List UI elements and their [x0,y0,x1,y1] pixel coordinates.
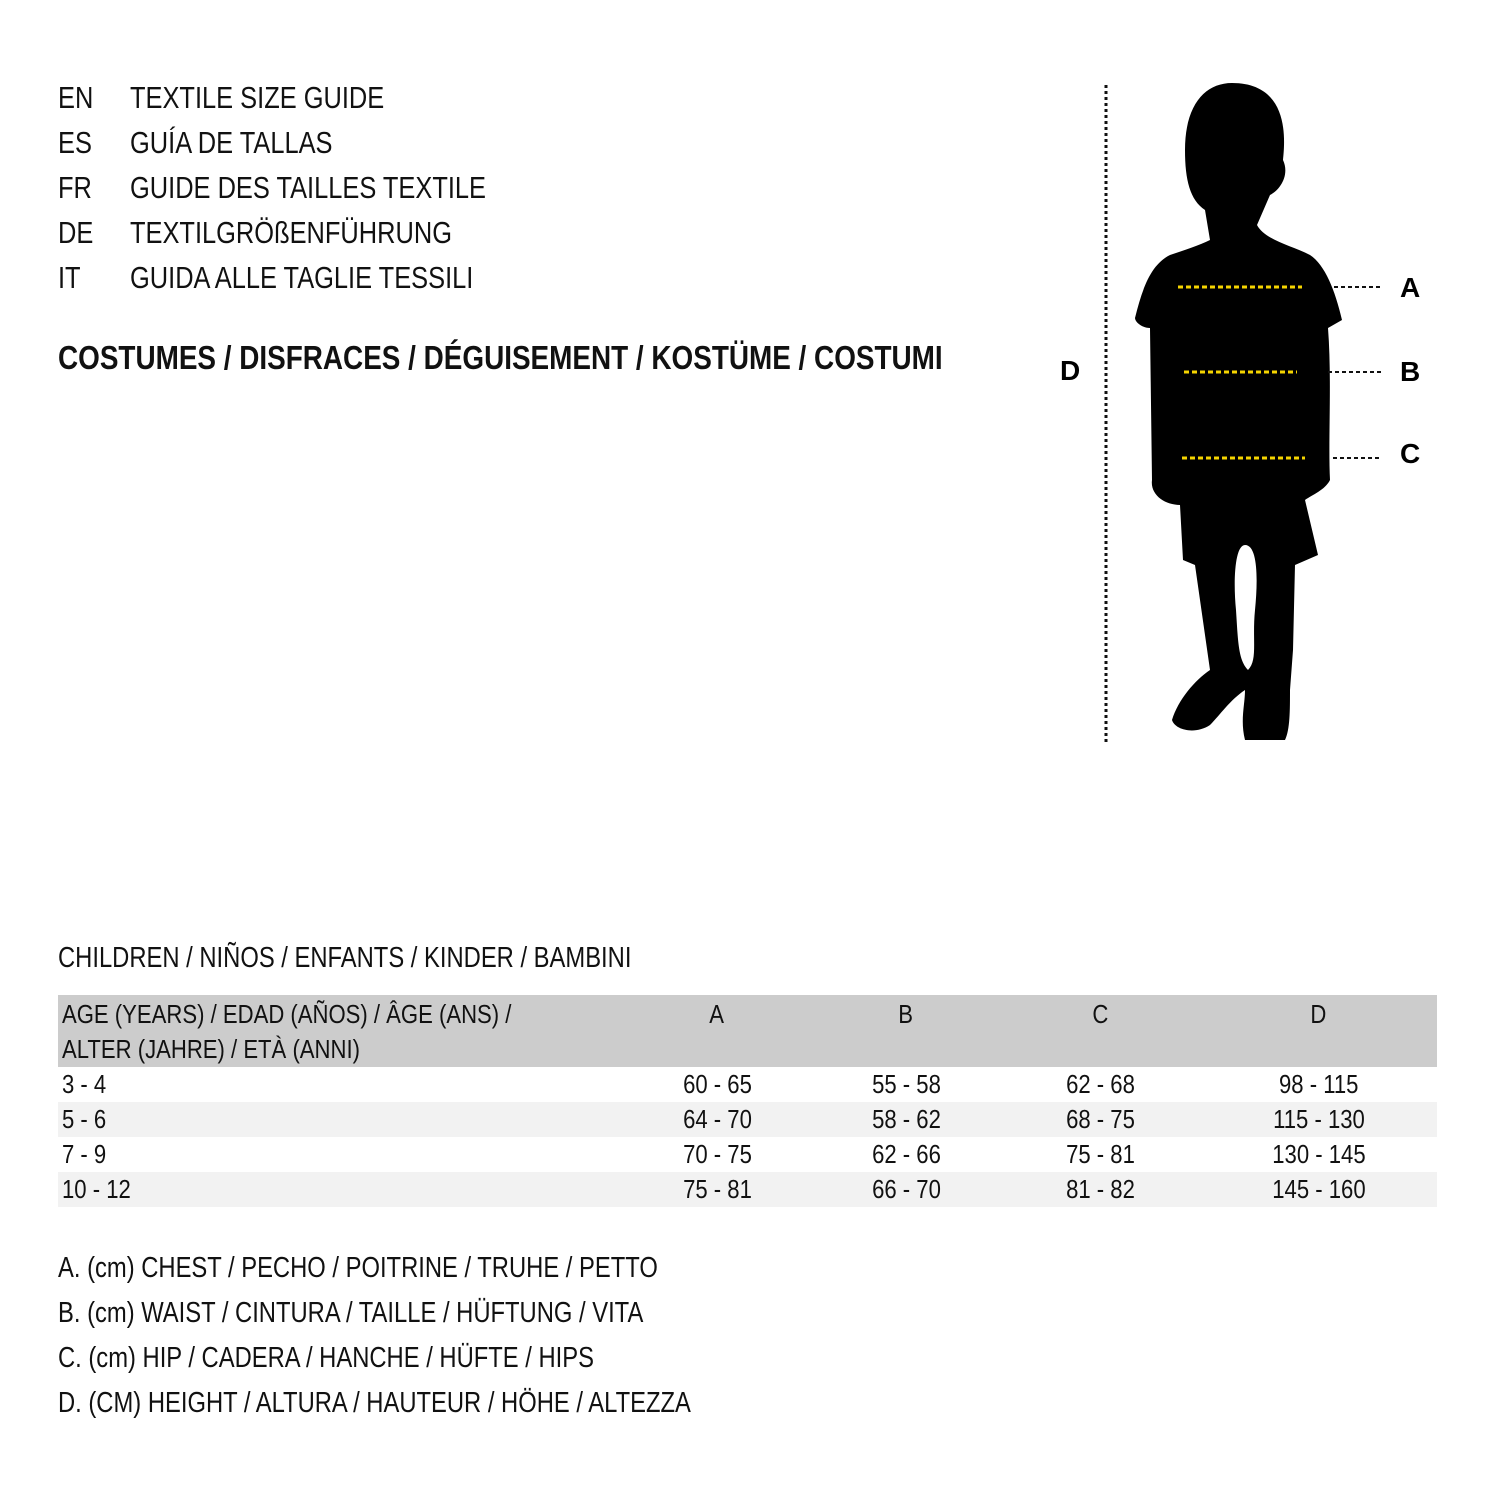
cell-age: 5 - 6 [62,1104,107,1134]
cell-d: 115 - 130 [1272,1104,1365,1134]
cell-b: 62 - 66 [871,1139,941,1169]
header-d: D [1200,995,1437,1067]
language-code: DE [58,215,94,250]
language-code: EN [58,80,94,115]
header-c: C [1000,995,1200,1067]
cell-a: 70 - 75 [682,1139,752,1169]
category-heading-text: COSTUMES / DISFRACES / DÉGUISEMENT / KOS… [58,339,943,376]
legend-item-chest: A. (cm) CHEST / PECHO / POITRINE / TRUHE… [58,1252,658,1284]
legend-item-hip: C. (cm) HIP / CADERA / HANCHE / HÜFTE / … [58,1342,594,1374]
cell-d: 98 - 115 [1278,1069,1359,1099]
label-d: D [1060,355,1080,386]
cell-b: 55 - 58 [871,1069,941,1099]
table-row: 3 - 4 60 - 65 55 - 58 62 - 68 98 - 115 [58,1067,1437,1102]
table-header-row: AGE (YEARS) / EDAD (AÑOS) / ÂGE (ANS) / … [58,995,1437,1067]
label-a: A [1400,272,1420,303]
language-code: ES [58,125,92,160]
cell-a: 64 - 70 [682,1104,752,1134]
cell-d: 130 - 145 [1271,1139,1366,1169]
language-title: TEXTILGRÖßENFÜHRUNG [130,215,453,250]
header-age: AGE (YEARS) / EDAD (AÑOS) / ÂGE (ANS) / … [58,995,622,1067]
table-row: 10 - 12 75 - 81 66 - 70 81 - 82 145 - 16… [58,1172,1437,1207]
language-title: GUIDA ALLE TAGLIE TESSILI [130,260,474,295]
category-heading: COSTUMES / DISFRACES / DÉGUISEMENT / KOS… [58,338,1105,378]
cell-c: 68 - 75 [1065,1104,1135,1134]
legend-item-height: D. (CM) HEIGHT / ALTURA / HAUTEUR / HÖHE… [58,1387,691,1419]
header-b-text: B [898,999,914,1029]
language-code: IT [58,260,81,295]
header-a-text: A [709,999,725,1029]
legend-item-waist: B. (cm) WAIST / CINTURA / TAILLE / HÜFTU… [58,1297,644,1329]
table-row: 7 - 9 70 - 75 62 - 66 75 - 81 130 - 145 [58,1137,1437,1172]
leg-gap [1234,545,1257,670]
section-title: CHILDREN / NIÑOS / ENFANTS / KINDER / BA… [58,940,757,976]
cell-d: 145 - 160 [1271,1174,1366,1204]
header-d-text: D [1310,999,1327,1029]
cell-c: 81 - 82 [1065,1174,1135,1204]
section-title-text: CHILDREN / NIÑOS / ENFANTS / KINDER / BA… [58,942,632,974]
header-c-text: C [1092,999,1108,1029]
child-silhouette-icon [1135,83,1342,740]
cell-c: 75 - 81 [1065,1139,1135,1169]
label-c: C [1400,438,1420,469]
language-code: FR [58,170,92,205]
language-title: GUIDE DES TAILLES TEXTILE [130,170,487,205]
language-title: TEXTILE SIZE GUIDE [130,80,385,115]
child-silhouette-figure: D A B C [1060,83,1420,742]
cell-c: 62 - 68 [1065,1069,1135,1099]
size-table: AGE (YEARS) / EDAD (AÑOS) / ÂGE (ANS) / … [58,995,1437,1207]
cell-age: 10 - 12 [62,1174,131,1204]
header-age-line1: AGE (YEARS) / EDAD (AÑOS) / ÂGE (ANS) / [62,999,512,1029]
cell-a: 60 - 65 [682,1069,752,1099]
cell-a: 75 - 81 [682,1174,752,1204]
label-b: B [1400,356,1420,387]
header-age-line2: ALTER (JAHRE) / ETÀ (ANNI) [62,1034,360,1064]
header-b: B [812,995,1000,1067]
cell-age: 3 - 4 [62,1069,107,1099]
header-a: A [622,995,812,1067]
cell-age: 7 - 9 [62,1139,107,1169]
table-row: 5 - 6 64 - 70 58 - 62 68 - 75 115 - 130 [58,1102,1437,1137]
cell-b: 66 - 70 [871,1174,941,1204]
language-title: GUÍA DE TALLAS [130,125,333,160]
cell-b: 58 - 62 [871,1104,941,1134]
